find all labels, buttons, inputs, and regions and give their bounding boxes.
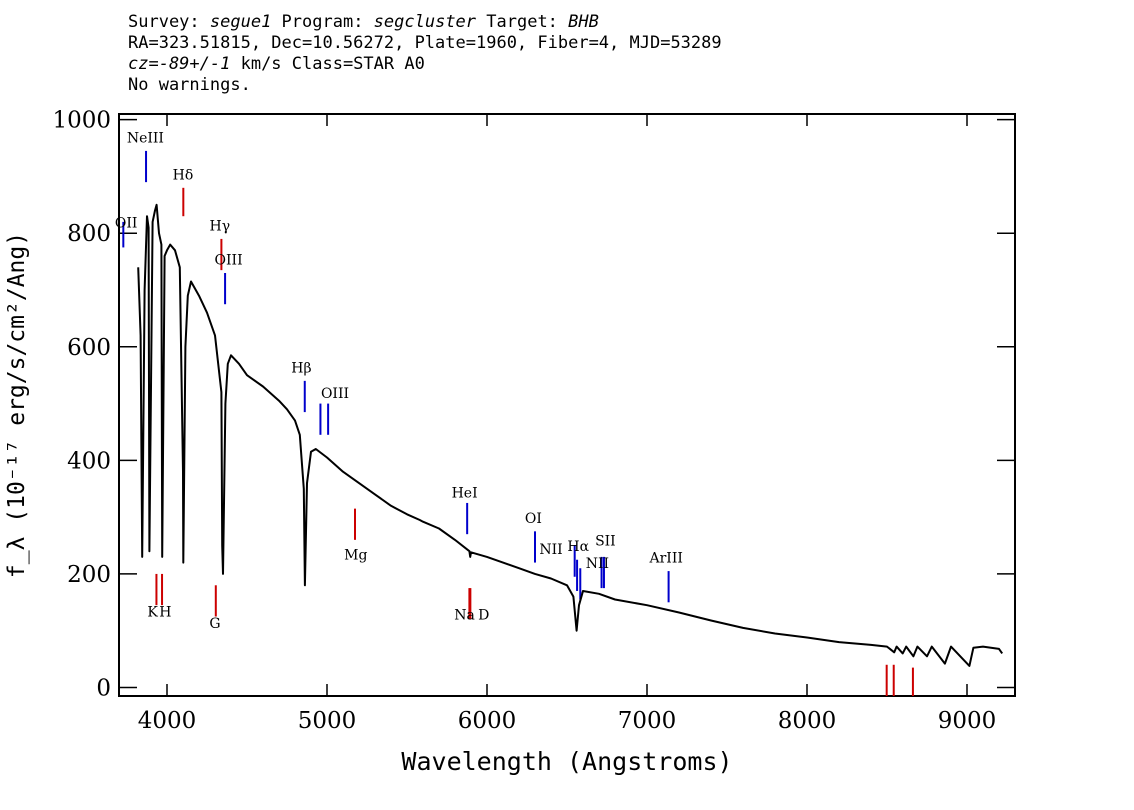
header-line-warnings: No warnings. <box>128 75 251 95</box>
y-axis-label: f_λ (10⁻¹⁷ erg/s/cm²/Ang) <box>4 232 30 578</box>
line-label: K <box>147 605 158 621</box>
line-label: NeIII <box>127 130 164 146</box>
y-tick-label: 600 <box>67 335 111 361</box>
x-tick-label: 4000 <box>138 708 197 734</box>
line-label: OI <box>525 511 542 527</box>
line-label: HeI <box>452 485 478 501</box>
spectral-line-marks <box>122 150 914 696</box>
redshift-value: cz=-89+/-1 <box>128 54 231 74</box>
survey-value: segue1 <box>209 12 272 32</box>
y-tick-label: 1000 <box>52 108 111 134</box>
x-tick-label: 6000 <box>458 708 517 734</box>
y-tick-label: 400 <box>67 448 111 474</box>
line-label: OIII <box>215 252 243 268</box>
line-label: ArIII <box>648 551 682 567</box>
header-line-survey: Survey: segue1 Program: segcluster Targe… <box>128 12 722 33</box>
program-value: segcluster <box>373 12 477 32</box>
spectrum-line <box>137 203 1004 667</box>
line-label: OII <box>115 216 138 232</box>
program-label: Program: <box>271 12 374 32</box>
survey-label: Survey: <box>128 12 210 32</box>
line-label: NII <box>539 542 562 558</box>
target-value: BHB <box>568 12 599 32</box>
line-label: G <box>209 616 220 632</box>
line-label: D <box>478 607 489 623</box>
target-label: Target: <box>476 12 569 32</box>
plot-frame <box>118 113 1016 697</box>
line-label: NII <box>586 556 609 572</box>
class-text: km/s Class=STAR A0 <box>230 54 425 74</box>
x-tick-label: 5000 <box>298 708 357 734</box>
x-tick-label: 7000 <box>618 708 677 734</box>
line-label: Mg <box>344 548 367 564</box>
x-tick-label: 9000 <box>938 708 997 734</box>
x-axis-label: Wavelength (Angstroms) <box>401 747 732 776</box>
header-line-redshift: cz=-89+/-1 km/s Class=STAR A0 <box>128 54 722 75</box>
line-label: Na <box>454 607 475 623</box>
header-line-coords: RA=323.51815, Dec=10.56272, Plate=1960, … <box>128 33 722 53</box>
y-tick-label: 800 <box>67 221 111 247</box>
line-label: Hα <box>567 539 589 555</box>
y-tick-label: 0 <box>96 675 111 701</box>
line-label: Hδ <box>173 167 194 183</box>
line-label: Hβ <box>291 360 311 376</box>
y-tick-label: 200 <box>67 562 111 588</box>
line-label: Hγ <box>210 218 231 234</box>
spectrum-header: Survey: segue1 Program: segcluster Targe… <box>128 12 722 96</box>
line-label: H <box>159 605 171 621</box>
line-label: OIII <box>321 386 349 402</box>
line-label: SII <box>595 534 616 550</box>
x-tick-label: 8000 <box>778 708 837 734</box>
axis-ticks: 4000 5000 6000 7000 8000 9000 0 200 400 600 800 100… <box>52 108 1015 734</box>
